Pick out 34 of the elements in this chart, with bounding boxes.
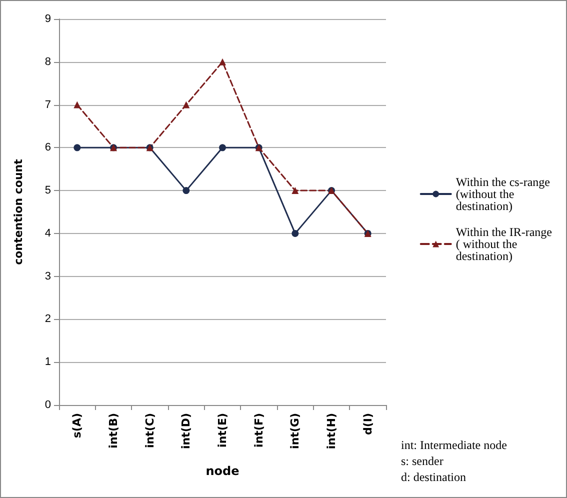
x-tick-label: int(E) (216, 413, 229, 448)
point (292, 187, 299, 194)
x-tick-label: int(G) (288, 413, 302, 449)
point (182, 187, 190, 194)
x-tick-label: int(C) (143, 413, 156, 448)
y-tick-label: 2 (44, 313, 51, 326)
y-tick-label: 1 (44, 356, 51, 368)
point (219, 144, 226, 152)
point (292, 230, 299, 237)
y-tick-label: 0 (44, 399, 51, 411)
x-tick-label: int(H) (325, 413, 338, 450)
x-tick-label: s(A) (70, 413, 84, 438)
y-tick-label: 4 (44, 227, 51, 240)
y-tick-label: 3 (44, 270, 51, 282)
y-tick-label: 5 (44, 184, 51, 197)
x-tick-label: d(I) (361, 413, 374, 436)
point (74, 101, 81, 108)
text: int: Intermediate node (401, 438, 507, 452)
y-tick-label: 8 (44, 56, 51, 68)
x-tick-label: int(D) (180, 413, 193, 450)
point (182, 101, 190, 108)
x-tick-label: int(F) (252, 413, 266, 448)
point (74, 144, 81, 152)
text: s: sender (401, 454, 444, 468)
y-tick-label: 9 (44, 13, 51, 25)
y-tick-label: 6 (44, 142, 51, 154)
text: d: destination (401, 470, 466, 484)
y-tick-label: 7 (44, 98, 51, 111)
legend-label: Within the IR-range ( without the destination) (456, 225, 556, 263)
legend-label: Within the cs-range (without the destination) (456, 175, 554, 213)
x-tick-label: int(B) (107, 413, 120, 448)
y-axis-title: contention count (12, 159, 25, 265)
point (219, 58, 226, 66)
x-axis-title: node (206, 464, 240, 478)
